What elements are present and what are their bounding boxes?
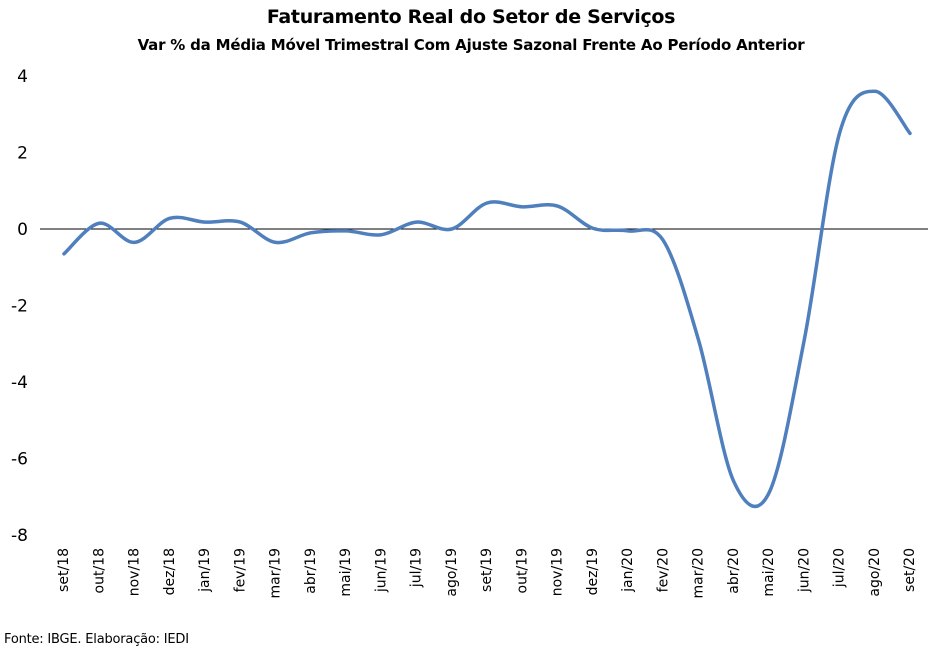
x-tick-label: jul/20 (832, 548, 848, 588)
data-point-set-18 (62, 252, 66, 256)
x-tick-label: fev/20 (655, 548, 671, 592)
y-tick-label: 2 (17, 144, 28, 164)
data-point-mai-20 (767, 491, 771, 495)
x-tick-label: mai/20 (761, 548, 777, 597)
y-tick-label: 4 (17, 67, 28, 87)
data-point-out-18 (97, 221, 101, 225)
data-point-jul-19 (415, 220, 419, 224)
data-point-jun-19 (379, 233, 383, 237)
x-tick-label: jun/20 (796, 548, 812, 593)
data-point-ago-19 (450, 227, 454, 231)
data-point-set-20 (908, 131, 912, 135)
chart-subtitle: Var % da Média Móvel Trimestral Com Ajus… (137, 36, 805, 54)
data-point-mar-20 (697, 338, 701, 342)
x-tick-label: ago/19 (444, 548, 460, 597)
source-note: Fonte: IBGE. Elaboração: IEDI (4, 632, 189, 647)
data-point-nov-19 (556, 204, 560, 208)
y-tick-label: -4 (11, 373, 28, 393)
data-point-ago-20 (873, 89, 877, 93)
y-axis-ticks: -8 -6 -4 -2 0 2 4 (11, 67, 28, 546)
y-tick-label: -8 (11, 526, 28, 546)
x-tick-label: jan/20 (620, 548, 636, 593)
data-point-mai-19 (344, 229, 348, 233)
data-point-set-19 (485, 201, 489, 205)
data-point-mar-19 (274, 240, 278, 244)
x-tick-label: fev/19 (232, 548, 248, 592)
data-point-jan-20 (626, 229, 630, 233)
x-tick-label: set/19 (479, 548, 495, 592)
x-tick-label: out/19 (514, 548, 530, 593)
x-tick-label: nov/18 (127, 548, 143, 596)
x-tick-label: mar/20 (691, 548, 707, 599)
x-tick-label: abr/19 (303, 548, 319, 594)
data-point-abr-19 (309, 231, 313, 235)
data-point-fev-20 (661, 238, 665, 242)
data-point-dez-19 (591, 226, 595, 230)
data-point-out-19 (520, 205, 524, 209)
data-point-nov-18 (133, 240, 137, 244)
data-point-jul-20 (838, 131, 842, 135)
data-point-abr-20 (732, 479, 736, 483)
x-tick-label: dez/19 (585, 548, 601, 595)
x-tick-label: nov/19 (550, 548, 566, 596)
data-point-jun-20 (802, 338, 806, 342)
x-tick-label: mai/19 (338, 548, 354, 597)
data-point-dez-18 (168, 216, 172, 220)
x-tick-label: jul/19 (409, 548, 425, 588)
data-point-fev-19 (238, 220, 242, 224)
x-axis-ticks: set/18 out/18 nov/18 dez/18 jan/19 fev/19 mar/… (56, 548, 918, 599)
x-tick-label: out/18 (91, 548, 107, 593)
x-tick-label: ago/20 (867, 548, 883, 597)
x-tick-label: set/18 (56, 548, 72, 592)
y-tick-label: 0 (17, 220, 28, 240)
x-tick-label: mar/19 (268, 548, 284, 599)
data-point-jan-19 (203, 220, 207, 224)
x-tick-label: jun/19 (373, 548, 389, 593)
x-tick-label: set/20 (902, 548, 918, 592)
y-tick-label: -6 (11, 450, 28, 470)
x-tick-label: dez/18 (162, 548, 178, 595)
y-tick-label: -2 (11, 297, 28, 317)
series-line (62, 89, 912, 508)
chart-title: Faturamento Real do Setor de Serviços (266, 6, 676, 28)
x-tick-label: jan/19 (197, 548, 213, 593)
x-tick-label: abr/20 (726, 548, 742, 594)
